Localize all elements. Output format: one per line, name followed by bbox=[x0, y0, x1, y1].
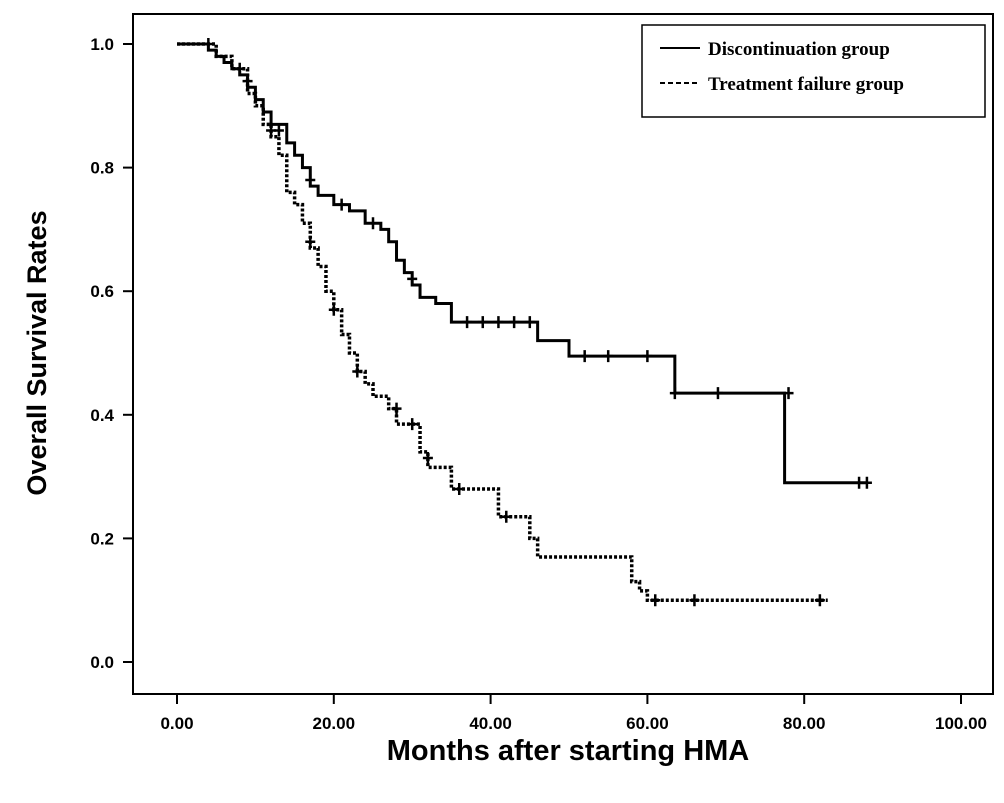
y-tick-label: 0.2 bbox=[90, 529, 114, 548]
y-tick-label: 1.0 bbox=[90, 35, 114, 54]
censor-mark-discontinuation-group bbox=[242, 75, 253, 88]
legend-box bbox=[641, 24, 986, 118]
censor-mark-treatment-failure-group bbox=[234, 62, 245, 75]
x-axis: 0.00 20.00 40.00 60.00 80.00 100.00 bbox=[160, 694, 987, 733]
x-tick-label: 100.00 bbox=[935, 714, 987, 733]
censor-mark-discontinuation-group bbox=[642, 350, 653, 363]
censor-mark-treatment-failure-group bbox=[689, 594, 700, 607]
x-tick-label: 20.00 bbox=[313, 714, 356, 733]
y-tick-label: 0.8 bbox=[90, 159, 114, 178]
censor-mark-discontinuation-group bbox=[579, 350, 590, 363]
censor-mark-discontinuation-group bbox=[509, 316, 520, 329]
censor-mark-discontinuation-group bbox=[861, 476, 872, 489]
censor-mark-treatment-failure-group bbox=[407, 418, 418, 431]
censor-mark-treatment-failure-group bbox=[814, 594, 825, 607]
x-tick-label: 0.00 bbox=[160, 714, 193, 733]
censor-mark-discontinuation-group bbox=[477, 316, 488, 329]
censor-mark-treatment-failure-group bbox=[422, 452, 433, 465]
x-tick-label: 80.00 bbox=[783, 714, 826, 733]
censor-mark-discontinuation-group bbox=[712, 387, 723, 400]
censor-mark-treatment-failure-group bbox=[266, 124, 277, 137]
censor-mark-treatment-failure-group bbox=[305, 235, 316, 248]
censor-mark-treatment-failure-group bbox=[328, 303, 339, 316]
censor-mark-discontinuation-group bbox=[493, 316, 504, 329]
legend-label-discontinuation: Discontinuation group bbox=[708, 39, 890, 60]
censor-mark-discontinuation-group bbox=[336, 198, 347, 211]
y-axis: 0.0 0.2 0.4 0.6 0.8 1.0 bbox=[90, 35, 133, 672]
censor-mark-discontinuation-group bbox=[203, 38, 214, 50]
series-line-treatment-failure-group bbox=[177, 42, 828, 602]
y-axis-title: Overall Survival Rates bbox=[22, 210, 52, 495]
censor-mark-treatment-failure-group bbox=[352, 365, 363, 378]
censor-mark-discontinuation-group bbox=[524, 316, 535, 329]
series-layer bbox=[177, 42, 867, 602]
x-tick-label: 60.00 bbox=[626, 714, 669, 733]
y-tick-label: 0.4 bbox=[90, 406, 114, 425]
censor-mark-treatment-failure-group bbox=[650, 594, 661, 607]
censor-mark-discontinuation-group bbox=[305, 173, 316, 186]
censor-layer bbox=[203, 38, 872, 607]
plot-frame bbox=[132, 13, 994, 695]
censor-mark-discontinuation-group bbox=[462, 316, 473, 329]
censor-mark-treatment-failure-group bbox=[454, 482, 465, 495]
censor-mark-discontinuation-group bbox=[368, 217, 378, 230]
x-tick-label: 40.00 bbox=[469, 714, 512, 733]
y-tick-label: 0.6 bbox=[90, 282, 114, 301]
censor-mark-discontinuation-group bbox=[407, 272, 418, 285]
legend: Discontinuation group Treatment failure … bbox=[641, 24, 986, 118]
y-tick-label: 0.0 bbox=[90, 653, 114, 672]
x-axis-title: Months after starting HMA bbox=[387, 735, 750, 767]
censor-mark-discontinuation-group bbox=[783, 387, 794, 400]
censor-mark-treatment-failure-group bbox=[391, 402, 402, 415]
censor-mark-discontinuation-group bbox=[603, 350, 614, 363]
censor-mark-treatment-failure-group bbox=[501, 510, 512, 523]
legend-label-treatment-failure: Treatment failure group bbox=[708, 74, 904, 95]
censor-mark-discontinuation-group bbox=[669, 387, 680, 400]
